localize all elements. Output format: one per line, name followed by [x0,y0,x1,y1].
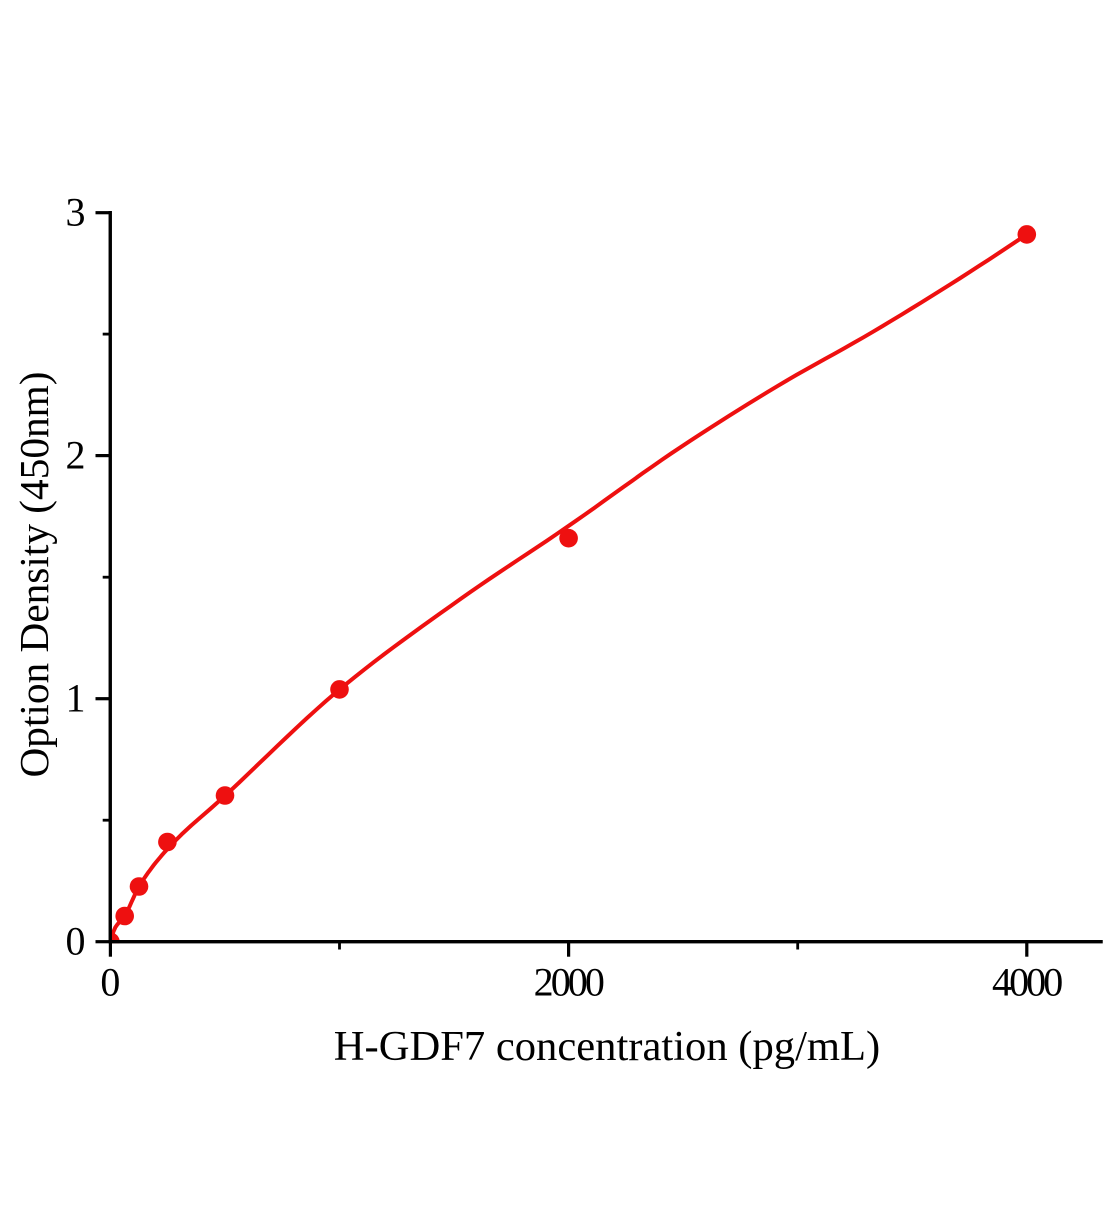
svg-text:Option Density (450nm): Option Density (450nm) [11,371,58,777]
svg-text:4000: 4000 [992,959,1062,1004]
svg-text:H-GDF7 concentration (pg/mL): H-GDF7 concentration (pg/mL) [334,1023,880,1070]
svg-text:3: 3 [66,190,86,235]
svg-text:2: 2 [66,433,86,478]
svg-text:1: 1 [66,676,86,721]
svg-text:0: 0 [66,919,86,964]
svg-text:0: 0 [100,959,120,1004]
svg-text:2000: 2000 [534,959,604,1004]
